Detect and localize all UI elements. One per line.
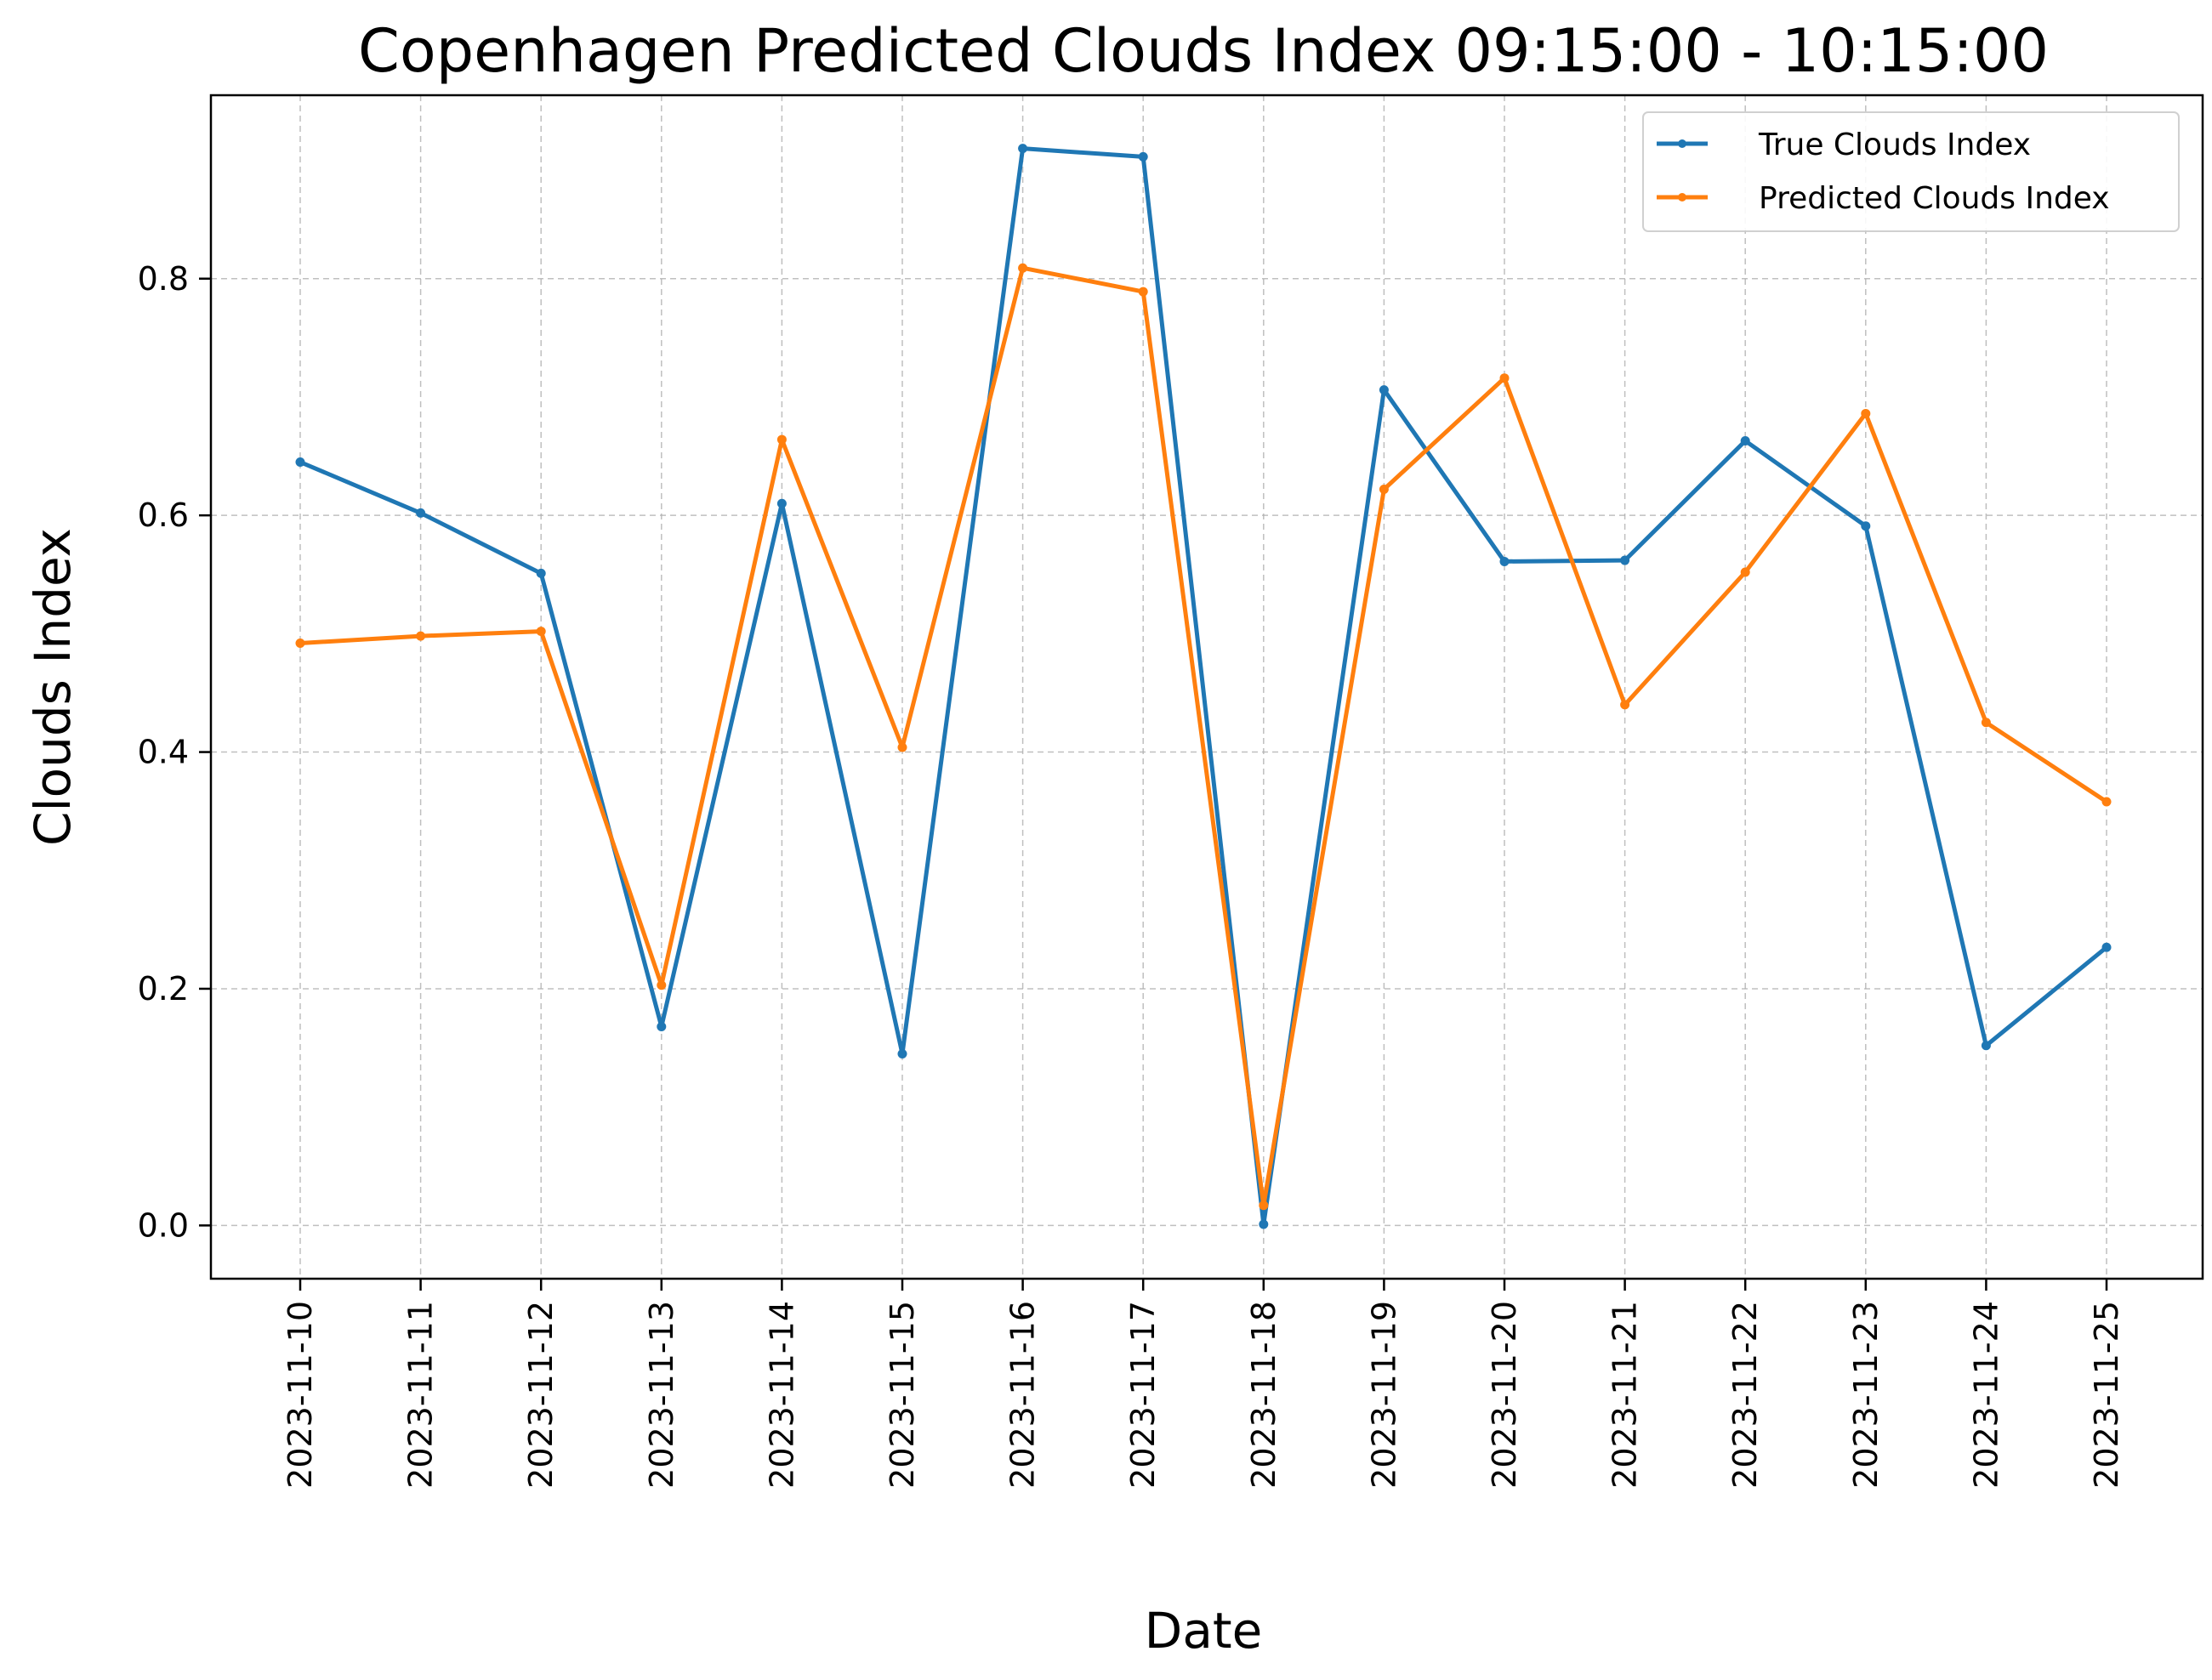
- data-point-true: [1740, 435, 1750, 446]
- data-point-true: [897, 1049, 907, 1059]
- x-tick-label: 2023-11-20: [1486, 1301, 1523, 1489]
- data-point-predicted: [2101, 797, 2112, 807]
- y-tick-label: 0.8: [138, 260, 189, 298]
- x-tick-label: 2023-11-17: [1124, 1301, 1162, 1489]
- data-point-true: [1861, 521, 1871, 531]
- legend-box: [1642, 111, 2180, 232]
- grid: [211, 95, 2203, 1279]
- legend-marker-true: [1678, 139, 1686, 148]
- y-tick-label: 0.0: [138, 1206, 189, 1244]
- data-point-predicted: [1499, 373, 1510, 383]
- legend-label-predicted: Predicted Clouds Index: [1759, 181, 2110, 216]
- x-tick-label: 2023-11-16: [1004, 1301, 1042, 1489]
- data-point-predicted: [416, 631, 426, 641]
- x-tick-label: 2023-11-25: [2088, 1301, 2125, 1489]
- x-tick-label: 2023-11-11: [402, 1301, 440, 1489]
- data-point-predicted: [776, 434, 787, 445]
- x-tick-label: 2023-11-22: [1726, 1301, 1764, 1489]
- data-point-true: [776, 498, 787, 508]
- y-tick-label: 0.4: [138, 734, 189, 771]
- x-tick-label: 2023-11-14: [763, 1301, 800, 1489]
- series-line-true: [298, 146, 2109, 1227]
- x-tick-label: 2023-11-24: [1967, 1301, 2004, 1489]
- data-point-true: [1981, 1041, 1991, 1051]
- data-point-true: [295, 457, 305, 468]
- chart-title: Copenhagen Predicted Clouds Index 09:15:…: [358, 16, 2049, 86]
- data-point-predicted: [1861, 408, 1871, 418]
- data-point-predicted: [1620, 700, 1630, 710]
- data-point-predicted: [295, 638, 305, 648]
- y-axis-label: Clouds Index: [24, 528, 82, 846]
- data-point-true: [536, 568, 546, 578]
- series-line-predicted: [298, 265, 2109, 1208]
- x-tick-label: 2023-11-21: [1606, 1301, 1644, 1489]
- y-tick-label: 0.2: [138, 970, 189, 1007]
- legend-marker-predicted: [1678, 193, 1686, 201]
- x-tick-label: 2023-11-19: [1365, 1301, 1402, 1489]
- data-point-predicted: [1379, 485, 1389, 495]
- data-point-true: [416, 508, 426, 518]
- data-point-predicted: [1981, 718, 1991, 728]
- data-point-predicted: [1018, 263, 1028, 273]
- data-point-predicted: [1740, 567, 1750, 577]
- data-point-true: [1259, 1219, 1269, 1229]
- legend-label-true: True Clouds Index: [1758, 128, 2031, 162]
- data-point-predicted: [1138, 287, 1148, 297]
- series-lines: [295, 144, 2112, 1229]
- data-point-true: [1499, 556, 1510, 566]
- x-tick-label: 2023-11-10: [281, 1301, 319, 1489]
- x-tick-label: 2023-11-13: [643, 1301, 680, 1489]
- y-tick-label: 0.6: [138, 497, 189, 534]
- x-tick-label: 2023-11-18: [1245, 1301, 1282, 1489]
- y-axis-ticks: 0.0 0.2 0.4 0.6 0.8: [138, 260, 211, 1244]
- x-axis-label: Date: [1145, 1602, 1263, 1660]
- data-point-true: [1018, 144, 1028, 154]
- data-point-true: [657, 1022, 667, 1032]
- data-point-predicted: [657, 980, 667, 990]
- plot-frame: [209, 94, 2204, 1280]
- data-point-predicted: [536, 627, 546, 637]
- data-point-true: [2101, 942, 2112, 952]
- data-point-true: [1620, 555, 1630, 565]
- x-tick-label: 2023-11-23: [1847, 1301, 1885, 1489]
- data-point-predicted: [897, 742, 907, 752]
- x-axis-ticks: 2023-11-10 2023-11-11 2023-11-12 2023-11-13…: [281, 1279, 2125, 1489]
- x-tick-label: 2023-11-12: [522, 1301, 560, 1489]
- data-point-true: [1138, 151, 1148, 162]
- data-point-predicted: [1259, 1200, 1269, 1211]
- legend: True Clouds Index Predicted Clouds Index: [1642, 111, 2180, 232]
- data-point-true: [1379, 385, 1389, 395]
- x-tick-label: 2023-11-15: [884, 1301, 921, 1489]
